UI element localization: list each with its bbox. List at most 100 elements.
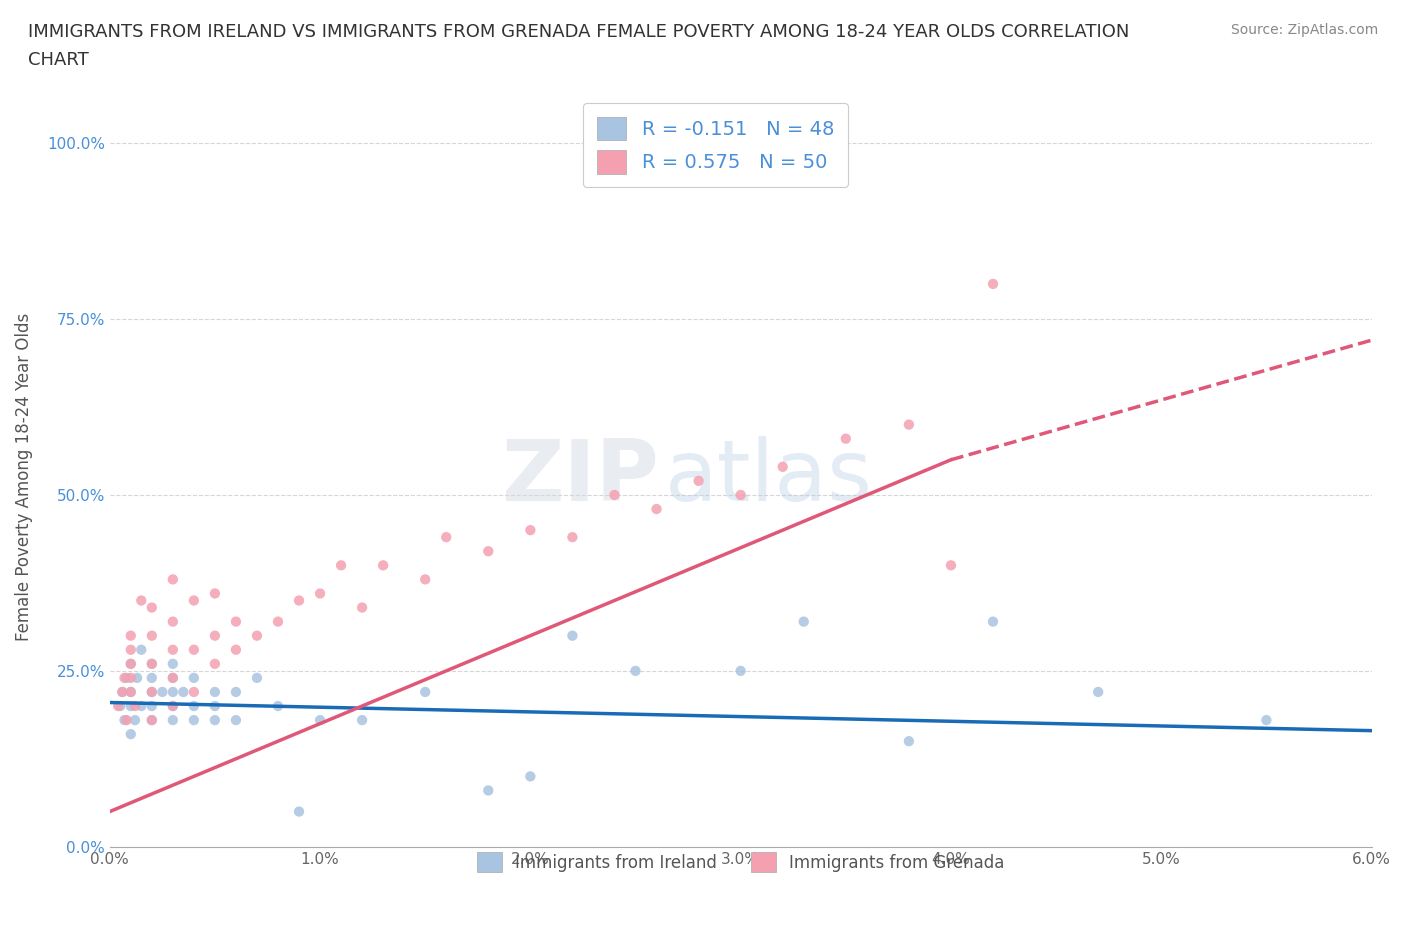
Point <box>204 629 226 644</box>
Point <box>477 783 499 798</box>
Point <box>288 804 311 819</box>
Point <box>477 544 499 559</box>
Point <box>141 657 163 671</box>
Point <box>246 671 269 685</box>
Point <box>204 684 226 699</box>
Point <box>730 487 752 502</box>
Point <box>162 671 184 685</box>
Point <box>141 712 163 727</box>
Point <box>688 473 710 488</box>
Point <box>124 712 146 727</box>
Point <box>1087 684 1109 699</box>
Point <box>288 593 311 608</box>
Point <box>129 698 152 713</box>
Point <box>225 614 247 629</box>
Point <box>111 684 134 699</box>
Legend: Immigrants from Ireland, Immigrants from Grenada: Immigrants from Ireland, Immigrants from… <box>471 845 1011 879</box>
Point <box>413 684 436 699</box>
Point <box>120 671 142 685</box>
Point <box>183 671 205 685</box>
Point <box>162 643 184 658</box>
Point <box>204 712 226 727</box>
Point <box>204 698 226 713</box>
Point <box>183 684 205 699</box>
Point <box>897 734 920 749</box>
Point <box>981 614 1004 629</box>
Point <box>309 712 332 727</box>
Point <box>141 657 163 671</box>
Text: ZIP: ZIP <box>501 436 658 519</box>
Point <box>246 629 269 644</box>
Point <box>183 698 205 713</box>
Point <box>772 459 794 474</box>
Point <box>413 572 436 587</box>
Point <box>730 663 752 678</box>
Point <box>120 684 142 699</box>
Point <box>111 684 134 699</box>
Text: IMMIGRANTS FROM IRELAND VS IMMIGRANTS FROM GRENADA FEMALE POVERTY AMONG 18-24 YE: IMMIGRANTS FROM IRELAND VS IMMIGRANTS FR… <box>28 23 1129 41</box>
Point <box>267 698 290 713</box>
Point <box>141 698 163 713</box>
Point <box>162 698 184 713</box>
Point <box>114 671 136 685</box>
Point <box>115 712 138 727</box>
Point <box>127 671 149 685</box>
Point <box>204 586 226 601</box>
Point <box>939 558 962 573</box>
Point <box>141 600 163 615</box>
Point <box>204 657 226 671</box>
Point <box>309 586 332 601</box>
Y-axis label: Female Poverty Among 18-24 Year Olds: Female Poverty Among 18-24 Year Olds <box>15 313 32 642</box>
Point <box>120 684 142 699</box>
Point <box>162 671 184 685</box>
Point <box>162 657 184 671</box>
Point <box>141 684 163 699</box>
Point <box>162 614 184 629</box>
Point <box>814 136 837 151</box>
Point <box>107 698 129 713</box>
Point <box>267 614 290 629</box>
Point <box>561 629 583 644</box>
Point <box>141 629 163 644</box>
Point <box>162 572 184 587</box>
Point <box>141 684 163 699</box>
Point <box>519 769 541 784</box>
Point <box>1256 712 1278 727</box>
Point <box>120 643 142 658</box>
Point <box>645 501 668 516</box>
Point <box>162 712 184 727</box>
Point <box>330 558 353 573</box>
Point <box>434 530 457 545</box>
Point <box>603 487 626 502</box>
Point <box>150 684 173 699</box>
Point <box>352 600 374 615</box>
Point <box>162 698 184 713</box>
Point <box>183 593 205 608</box>
Point <box>793 614 815 629</box>
Point <box>183 712 205 727</box>
Point <box>129 593 152 608</box>
Point <box>352 712 374 727</box>
Point <box>225 684 247 699</box>
Point <box>120 698 142 713</box>
Point <box>120 726 142 741</box>
Point <box>225 712 247 727</box>
Point <box>124 698 146 713</box>
Point <box>183 643 205 658</box>
Point <box>172 684 194 699</box>
Point <box>519 523 541 538</box>
Point <box>120 629 142 644</box>
Point <box>624 663 647 678</box>
Point <box>129 643 152 658</box>
Text: CHART: CHART <box>28 51 89 69</box>
Point <box>225 643 247 658</box>
Point <box>120 657 142 671</box>
Point <box>115 671 138 685</box>
Point <box>373 558 395 573</box>
Point <box>120 657 142 671</box>
Point <box>110 698 132 713</box>
Point <box>114 712 136 727</box>
Text: atlas: atlas <box>665 436 873 519</box>
Point <box>141 712 163 727</box>
Point <box>981 276 1004 291</box>
